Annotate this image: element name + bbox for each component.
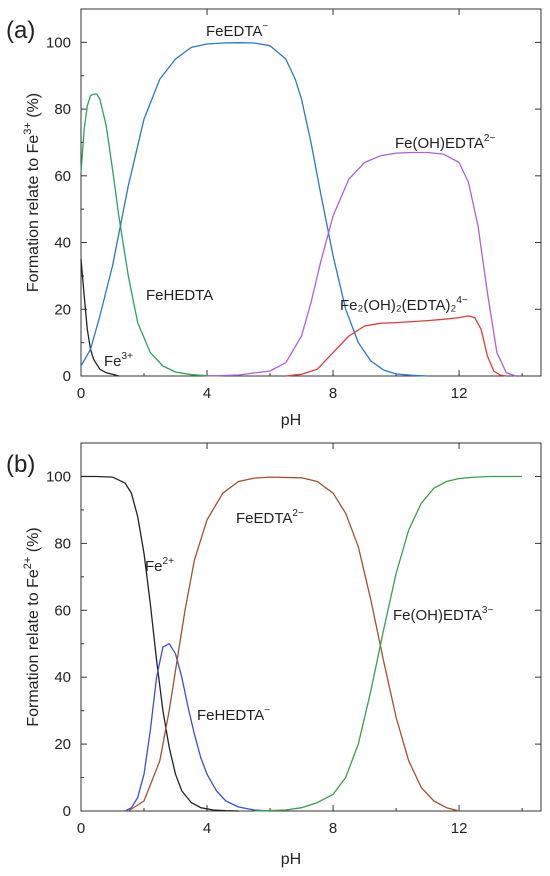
series-line-fehedta (80, 93, 223, 377)
panel-label: (a) (6, 17, 35, 44)
series-line-fehedta- (124, 643, 271, 812)
species-label-base: Fe₂(OH)₂(EDTA)₂ (340, 297, 457, 314)
y-tick-label: 20 (54, 736, 71, 753)
species-label-fe-oh-edta: Fe(OH)EDTA2− (395, 133, 495, 152)
y-tick-label: 20 (54, 301, 71, 318)
y-axis-title-main: Formation relate to Fe (25, 569, 42, 727)
series-line-fe2- (81, 475, 239, 812)
y-axis-title: Formation relate to Fe3+ (%) (22, 93, 42, 292)
species-label-base: Fe(OH)EDTA (393, 607, 482, 624)
x-tick-label: 12 (451, 820, 468, 837)
species-label-base: Fe (145, 558, 163, 575)
series-line-fe-oh-edta2- (206, 151, 517, 377)
plot-frame (80, 8, 542, 377)
y-tick-label: 60 (54, 602, 71, 619)
species-label-base: Fe (104, 353, 122, 370)
species-label-base: FeHEDTA (146, 287, 213, 304)
y-tick-label: 60 (54, 168, 71, 185)
species-label-fe-oh-edta3: Fe(OH)EDTA3− (393, 605, 493, 624)
x-tick-label: 8 (329, 820, 337, 837)
species-label-sup: 3− (482, 605, 494, 616)
y-axis-title-sup: 3+ (22, 122, 34, 135)
panel-b: 0 4 8 12 0 20 40 60 80 100 (b) pH Formation relate t… (6, 442, 542, 868)
y-tick-label: 0 (63, 368, 71, 385)
y-tick-label: 100 (46, 34, 71, 51)
species-label-fe2: Fe2+ (145, 556, 174, 575)
species-label-sup: 2− (292, 508, 304, 519)
species-label-fe3: Fe3+ (104, 351, 133, 370)
x-tick-label: 8 (329, 385, 337, 402)
x-tick-label: 0 (77, 820, 85, 837)
y-tick-label: 80 (54, 101, 71, 118)
species-label-fehedta: FeHEDTA (146, 287, 213, 304)
species-label-base: FeEDTA (206, 23, 262, 40)
y-tick-label: 40 (54, 235, 71, 252)
species-label-fehedta-minus: FeHEDTA− (197, 705, 270, 724)
y-axis-title-tail: (%) (25, 527, 42, 556)
species-label-sup: 3+ (122, 351, 134, 362)
series-line-fe2-oh-2-edta-2-4- (285, 315, 507, 377)
series-line-feedta2- (127, 476, 460, 812)
y-axis-title-sup: 2+ (22, 557, 34, 570)
y-tick-label: 0 (63, 803, 71, 820)
panel-a: 0 4 8 12 0 20 40 60 80 100 (a) pH Formation relate t… (6, 8, 542, 429)
x-axis-title: pH (281, 851, 301, 868)
species-label-base: Fe(OH)EDTA (395, 135, 484, 152)
x-axis-title: pH (281, 412, 301, 429)
x-tick-label: 0 (77, 385, 85, 402)
series-line-feedta- (80, 42, 428, 377)
species-label-base: FeEDTA (236, 510, 292, 527)
x-tick-label: 4 (203, 820, 211, 837)
y-tick-label: 100 (46, 468, 71, 485)
series-line-fe-oh-edta3- (254, 475, 523, 812)
x-tick-label: 12 (451, 385, 468, 402)
panel-label: (b) (6, 451, 35, 478)
x-tick-label: 4 (203, 385, 211, 402)
species-label-fe2-oh2-edta2: Fe₂(OH)₂(EDTA)₂4− (340, 295, 468, 314)
y-tick-label: 40 (54, 669, 71, 686)
species-label-sup: 2− (484, 133, 496, 144)
series-line-fe3- (80, 259, 119, 377)
plot-frame (80, 442, 542, 812)
y-tick-label: 80 (54, 535, 71, 552)
species-label-feedta: FeEDTA− (206, 21, 268, 40)
species-label-sup: 4− (456, 295, 468, 306)
y-axis-title: Formation relate to Fe2+ (%) (22, 527, 42, 726)
species-label-base: FeHEDTA (197, 707, 264, 724)
species-label-sup: − (264, 705, 270, 716)
y-axis-title-main: Formation relate to Fe (25, 135, 42, 293)
y-axis-title-tail: (%) (25, 93, 42, 122)
species-label-feedta2: FeEDTA2− (236, 508, 304, 527)
species-label-sup: − (262, 21, 268, 32)
species-label-sup: 2+ (163, 556, 175, 567)
